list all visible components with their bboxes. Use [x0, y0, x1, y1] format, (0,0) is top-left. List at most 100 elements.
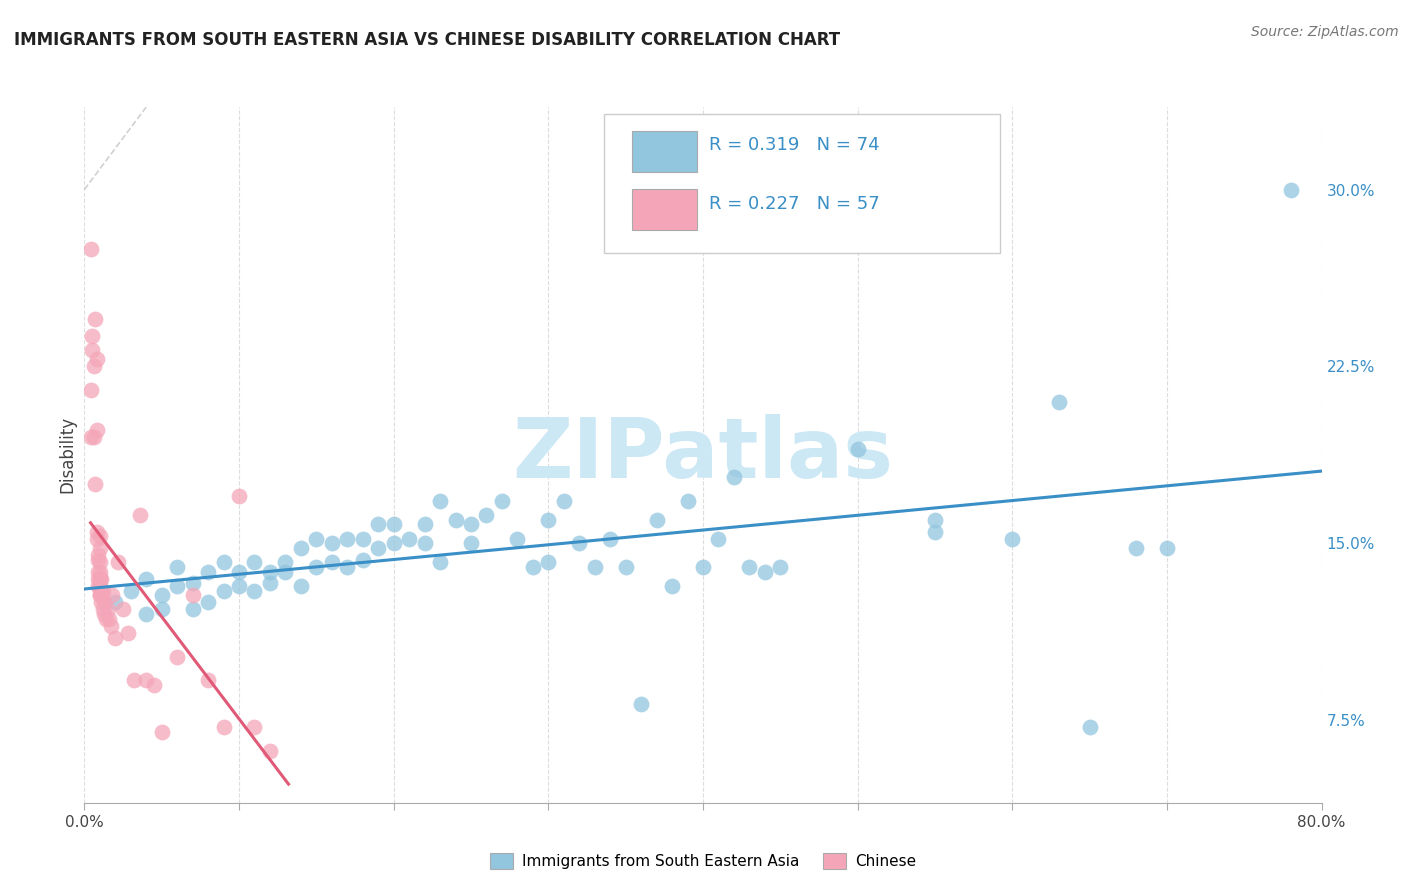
- Point: [87, 565, 110, 579]
- Point: [129, 508, 152, 522]
- Point: [93, 607, 115, 621]
- Point: [568, 536, 591, 550]
- Point: [86, 524, 108, 539]
- Point: [90, 588, 112, 602]
- Text: R = 0.227   N = 57: R = 0.227 N = 57: [709, 195, 880, 213]
- Point: [352, 532, 374, 546]
- Point: [413, 536, 436, 550]
- Point: [305, 560, 328, 574]
- Point: [90, 583, 112, 598]
- Point: [274, 555, 297, 569]
- Point: [522, 560, 544, 574]
- Point: [181, 576, 204, 591]
- Point: [537, 555, 560, 569]
- Point: [305, 532, 328, 546]
- Point: [228, 489, 250, 503]
- Point: [243, 583, 266, 598]
- Point: [150, 588, 173, 602]
- Point: [181, 588, 204, 602]
- Point: [89, 579, 111, 593]
- Point: [83, 430, 105, 444]
- Point: [243, 720, 266, 734]
- Point: [661, 579, 683, 593]
- Point: [82, 328, 104, 343]
- Point: [321, 536, 343, 550]
- Point: [87, 572, 110, 586]
- Point: [91, 602, 114, 616]
- Point: [614, 560, 637, 574]
- Point: [166, 560, 188, 574]
- Point: [429, 555, 451, 569]
- Point: [460, 536, 482, 550]
- Point: [83, 359, 105, 374]
- Point: [93, 595, 115, 609]
- Point: [259, 744, 281, 758]
- Point: [89, 529, 111, 543]
- Point: [150, 725, 173, 739]
- Point: [630, 697, 652, 711]
- FancyBboxPatch shape: [633, 189, 697, 230]
- Point: [382, 536, 405, 550]
- Point: [491, 494, 513, 508]
- Point: [91, 583, 114, 598]
- Point: [104, 595, 127, 609]
- Point: [86, 352, 108, 367]
- Point: [84, 312, 107, 326]
- Point: [82, 343, 104, 357]
- Point: [367, 541, 389, 555]
- Point: [228, 565, 250, 579]
- Point: [120, 583, 142, 598]
- Point: [1078, 720, 1101, 734]
- Point: [89, 541, 111, 555]
- Point: [429, 494, 451, 508]
- Point: [89, 588, 111, 602]
- Point: [846, 442, 869, 456]
- Point: [104, 631, 127, 645]
- Text: IMMIGRANTS FROM SOUTH EASTERN ASIA VS CHINESE DISABILITY CORRELATION CHART: IMMIGRANTS FROM SOUTH EASTERN ASIA VS CH…: [14, 31, 841, 49]
- Point: [1047, 395, 1070, 409]
- Point: [707, 532, 730, 546]
- Text: Source: ZipAtlas.com: Source: ZipAtlas.com: [1251, 25, 1399, 39]
- Point: [166, 579, 188, 593]
- Point: [86, 423, 108, 437]
- Point: [382, 517, 405, 532]
- Point: [321, 555, 343, 569]
- Point: [135, 607, 157, 621]
- Point: [135, 572, 157, 586]
- Point: [506, 532, 529, 546]
- Point: [79, 430, 101, 444]
- Point: [212, 583, 235, 598]
- Point: [212, 555, 235, 569]
- FancyBboxPatch shape: [605, 114, 1000, 253]
- Point: [645, 513, 668, 527]
- Point: [444, 513, 467, 527]
- Point: [100, 619, 122, 633]
- Point: [87, 579, 110, 593]
- Legend: Immigrants from South Eastern Asia, Chinese: Immigrants from South Eastern Asia, Chin…: [484, 847, 922, 875]
- Point: [150, 602, 173, 616]
- Point: [79, 242, 101, 256]
- Point: [122, 673, 145, 688]
- Point: [723, 470, 745, 484]
- Point: [117, 626, 139, 640]
- Point: [135, 673, 157, 688]
- Point: [89, 555, 111, 569]
- Point: [197, 673, 219, 688]
- Point: [90, 595, 112, 609]
- Point: [90, 572, 112, 586]
- Point: [274, 565, 297, 579]
- Point: [87, 553, 110, 567]
- Point: [290, 541, 312, 555]
- Point: [89, 572, 111, 586]
- Point: [143, 678, 166, 692]
- Point: [398, 532, 420, 546]
- Point: [259, 576, 281, 591]
- Point: [94, 612, 117, 626]
- Point: [413, 517, 436, 532]
- FancyBboxPatch shape: [633, 131, 697, 172]
- Point: [86, 532, 108, 546]
- Point: [243, 555, 266, 569]
- Point: [1001, 532, 1024, 546]
- Point: [212, 720, 235, 734]
- Point: [460, 517, 482, 532]
